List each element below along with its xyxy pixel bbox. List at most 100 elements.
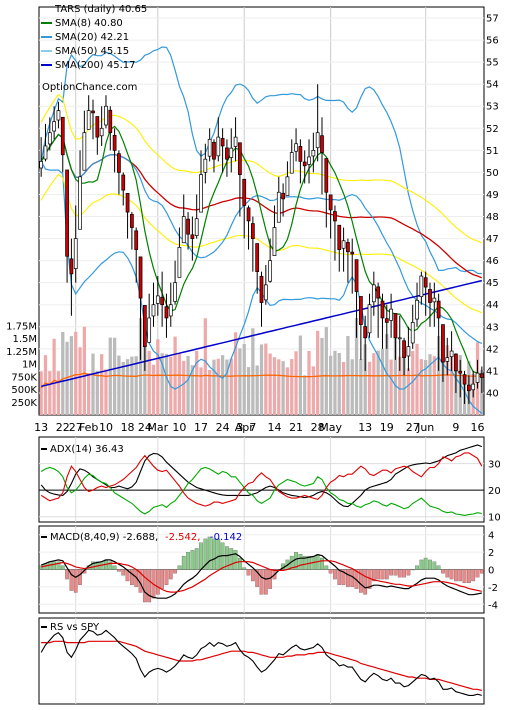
macd-histogram-bar	[147, 569, 152, 603]
price-tick-label: 48	[486, 212, 499, 223]
rs-title: RS vs SPY	[50, 622, 100, 633]
volume-tick-label: 250K	[11, 398, 37, 409]
macd-histogram-bar	[112, 565, 117, 570]
macd-histogram-bar	[371, 569, 376, 582]
volume-bar	[354, 318, 359, 415]
volume-bar	[82, 326, 87, 415]
macd-histogram-bar	[428, 559, 432, 570]
volume-bar	[251, 328, 255, 415]
volume-bar	[56, 371, 61, 415]
macd-histogram-bar	[125, 569, 130, 582]
candle-body	[43, 145, 48, 160]
adx-frame	[38, 436, 485, 523]
volume-bar	[220, 355, 225, 415]
candle-body	[147, 317, 152, 343]
volume-average-line	[40, 372, 482, 389]
envelope-upper-line	[40, 93, 483, 244]
volume-bar	[212, 359, 216, 415]
volume-bar	[39, 371, 43, 415]
volume-tick-label: 1.75M	[6, 321, 37, 332]
volume-bar	[203, 318, 207, 415]
volume-bar	[380, 348, 385, 415]
price-tick-label: 46	[486, 256, 499, 267]
volume-bar	[333, 350, 337, 415]
rs-line	[40, 629, 482, 696]
adx-tick-label: 10	[488, 513, 501, 524]
candle-body	[173, 282, 177, 302]
volume-bar	[100, 354, 104, 415]
candle-body	[108, 109, 113, 134]
price-tick-label: 50	[486, 168, 499, 179]
volume-bar	[367, 361, 372, 415]
candle-body	[168, 304, 173, 317]
x-axis-label: 17	[194, 421, 208, 434]
volume-bar	[147, 350, 151, 415]
macd-histogram-bar	[199, 542, 203, 570]
x-axis-label: 10	[172, 421, 186, 434]
volume-bar	[337, 353, 341, 415]
volume-bar	[173, 336, 177, 415]
candle-body	[95, 116, 100, 138]
candle-body	[112, 135, 117, 151]
volume-bar	[134, 356, 138, 415]
candle-body	[415, 299, 419, 320]
macd-histogram-bar	[337, 569, 342, 585]
candle-body	[220, 138, 225, 147]
volume-tick-label: 1.5M	[12, 334, 37, 345]
x-axis-label: 13	[34, 421, 48, 434]
x-axis-label: 27	[406, 421, 420, 434]
volume-bar	[52, 338, 56, 415]
macd-histogram-bar	[242, 567, 247, 570]
macd-line	[40, 553, 482, 599]
macd-histogram-bar	[60, 565, 65, 570]
macd-histogram-bar	[130, 569, 134, 585]
x-axis-label: 27	[69, 421, 83, 434]
candle-body	[134, 230, 139, 250]
volume-bar	[372, 353, 376, 415]
macd-histogram-bar	[402, 569, 406, 578]
candle-body	[268, 260, 273, 282]
candle-body	[315, 132, 320, 149]
candle-body	[78, 176, 82, 230]
volume-bar	[402, 355, 406, 415]
x-axis-label: 3	[236, 421, 243, 434]
rs-ma-line	[41, 640, 482, 692]
macd-histogram-bar	[467, 569, 471, 584]
macd-histogram-bar	[108, 561, 113, 570]
x-axis-label: 24	[216, 421, 230, 434]
macd-histogram-bar	[203, 538, 208, 570]
bollinger-upper-line	[40, 46, 482, 275]
candle-body	[130, 214, 134, 228]
volume-bar	[411, 350, 415, 415]
volume-bar	[294, 351, 298, 415]
volume-bar	[298, 335, 303, 415]
x-axis-label: 28	[311, 421, 325, 434]
volume-bar	[233, 332, 238, 415]
candle-body	[160, 296, 164, 306]
volume-bar	[303, 375, 307, 415]
candle-body	[216, 136, 221, 157]
macd-histogram-bar	[436, 565, 441, 570]
volume-bar	[398, 356, 402, 415]
candle-body	[181, 216, 186, 244]
candle-body	[60, 116, 65, 156]
candle-body	[376, 286, 381, 299]
macd-histogram-bar	[294, 552, 298, 570]
candle-body	[419, 275, 424, 298]
macd-signal-value: -2.542,	[165, 532, 200, 543]
x-axis-label: 7	[249, 421, 256, 434]
candle-body	[281, 192, 285, 200]
candle-body	[458, 370, 463, 374]
macd-histogram-bar	[194, 548, 199, 570]
candle-body	[454, 353, 458, 372]
candle-body	[341, 240, 346, 249]
volume-bar	[156, 339, 160, 415]
watermark-text: OptionChance.com	[42, 82, 137, 93]
candle-body	[276, 191, 281, 223]
price-tick-label: 45	[486, 278, 499, 289]
macd-histogram-bar	[363, 569, 368, 595]
macd-histogram-bar	[268, 569, 273, 589]
candle-body	[462, 374, 467, 385]
volume-bar	[376, 350, 380, 415]
candle-body	[73, 238, 78, 269]
